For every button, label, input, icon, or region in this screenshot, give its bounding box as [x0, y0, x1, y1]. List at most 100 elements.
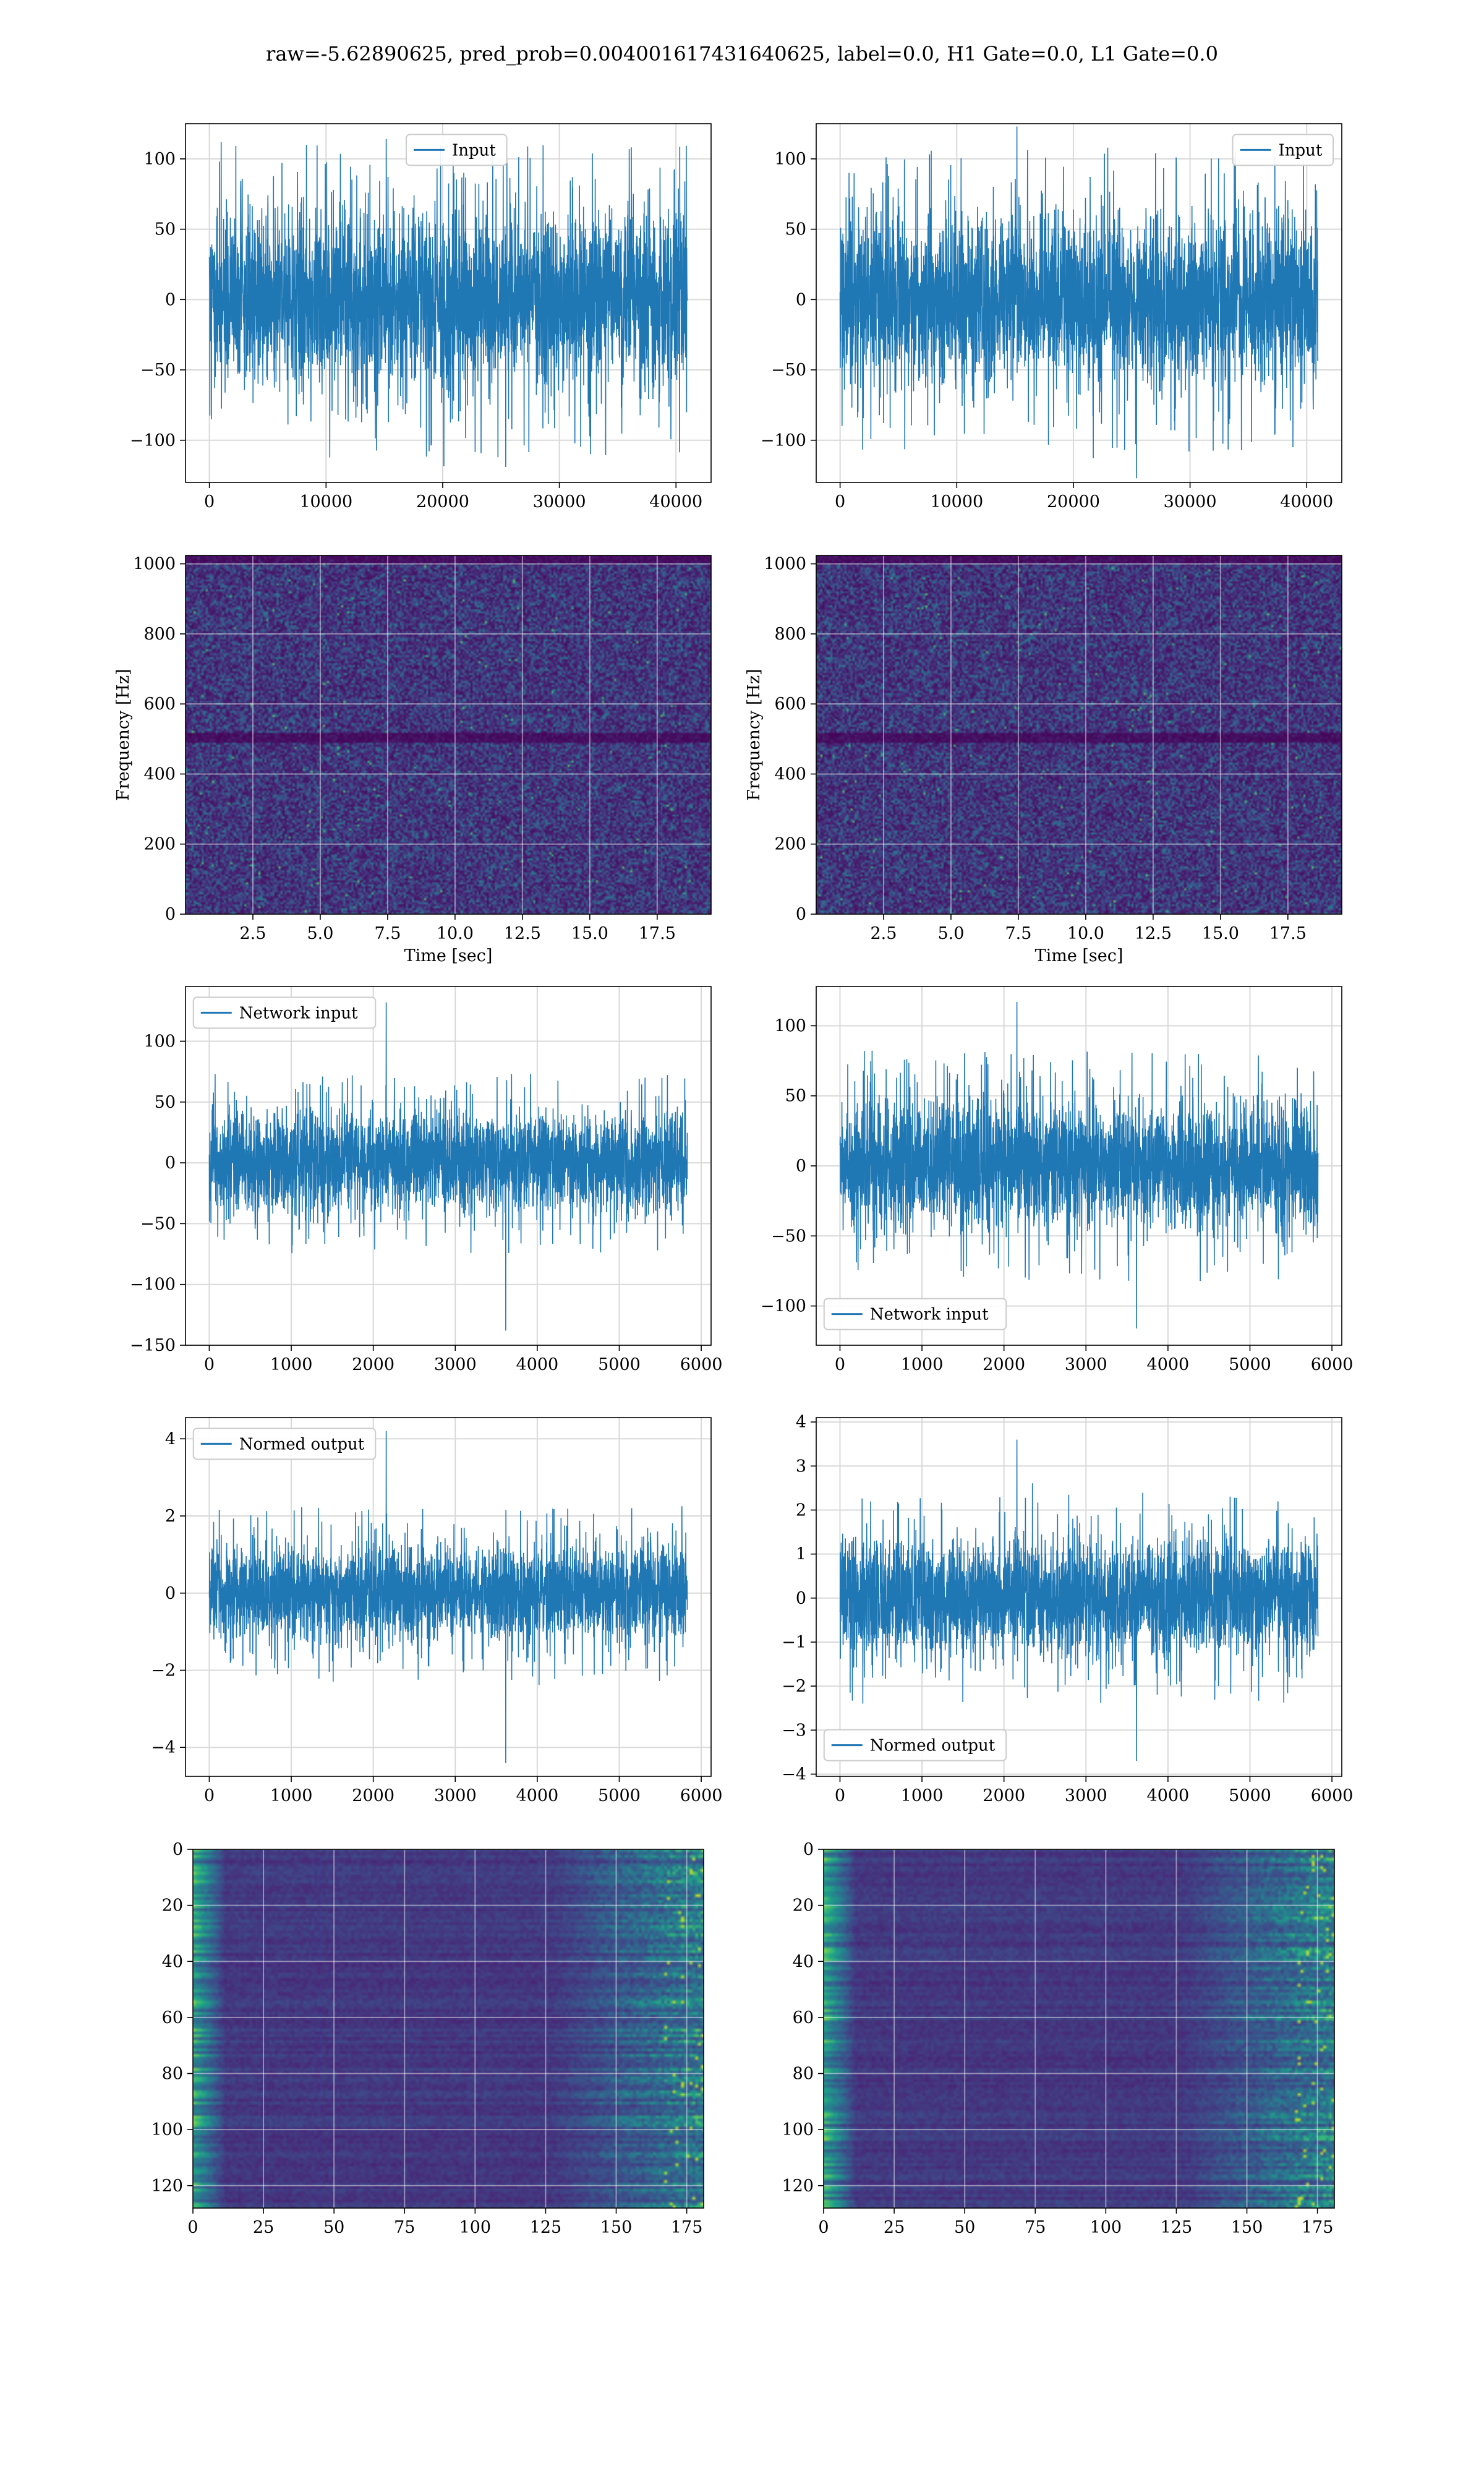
- axes-frame: [185, 123, 712, 483]
- series-line: [839, 1001, 1319, 1329]
- legend: Network input: [192, 996, 377, 1029]
- y-tick-label: 800: [774, 625, 806, 644]
- x-tick-label: 3000: [434, 1355, 477, 1374]
- y-tick-label: 1000: [764, 555, 806, 574]
- y-tick-label: 0: [796, 1589, 806, 1608]
- x-tick-label: 175: [1302, 2218, 1334, 2237]
- x-axis-label: Time [sec]: [404, 946, 493, 965]
- x-tick-label: 3000: [1065, 1786, 1107, 1805]
- x-tick-label: 5.0: [937, 924, 964, 943]
- x-tick-label: 1000: [901, 1355, 944, 1374]
- x-tick-label: 0: [204, 1355, 215, 1374]
- axes-frame: [185, 1417, 712, 1777]
- subplot-3: 2.5 5.0 7.5 10.0 12.5 15.0 17.5 0 200 400 600 800 10…: [114, 555, 712, 965]
- y-tick-label: 1000: [133, 555, 176, 574]
- x-axis-label: Time [sec]: [1035, 946, 1124, 965]
- x-tick-label: 150: [1231, 2218, 1263, 2237]
- y-tick-label: 120: [782, 2177, 814, 2196]
- subplot-4: 2.5 5.0 7.5 10.0 12.5 15.0 17.5 0 200 400 600 800 10…: [744, 555, 1342, 965]
- legend-label: Input: [452, 141, 496, 160]
- axes-frame: [185, 986, 712, 1346]
- legend: Input: [1232, 134, 1334, 166]
- x-tick-label: 2000: [352, 1355, 394, 1374]
- y-tick-label: 400: [143, 764, 176, 784]
- x-tick-label: 2000: [983, 1786, 1025, 1805]
- x-tick-label: 4000: [516, 1355, 559, 1374]
- y-tick-label: 0: [173, 1840, 183, 1859]
- legend-label: Normed output: [239, 1435, 365, 1453]
- x-tick-label: 6000: [680, 1786, 723, 1805]
- axes-frame: [192, 1849, 704, 2209]
- x-tick-label: 100: [459, 2218, 492, 2237]
- x-tick-label: 50: [323, 2218, 344, 2237]
- y-tick-label: 200: [774, 835, 806, 854]
- y-tick-label: −2: [151, 1661, 176, 1680]
- x-tick-label: 30000: [1164, 492, 1217, 511]
- x-tick-label: 5.0: [307, 924, 333, 943]
- y-tick-label: 800: [143, 625, 176, 644]
- y-tick-label: −50: [140, 1214, 176, 1233]
- series-line: [208, 1002, 688, 1331]
- series-line: [839, 126, 1319, 479]
- y-tick-label: 0: [165, 290, 176, 309]
- figure-title: raw=-5.62890625, pred_prob=0.00400161743…: [266, 42, 1218, 66]
- y-tick-label: 0: [165, 1154, 176, 1173]
- subplot-10: 0 25 50 75 100 125 150 175 0 20 40 60 80 100 120: [782, 1840, 1335, 2237]
- x-tick-label: 1000: [270, 1786, 313, 1805]
- y-tick-label: 20: [162, 1896, 183, 1915]
- y-tick-label: 50: [155, 220, 176, 239]
- y-tick-label: 120: [151, 2177, 183, 2196]
- y-tick-label: −100: [761, 1297, 806, 1316]
- axes-frame: [816, 1417, 1342, 1777]
- y-tick-label: 100: [143, 150, 176, 169]
- x-tick-label: 75: [1025, 2218, 1046, 2237]
- series-line: [208, 139, 688, 468]
- y-tick-label: 100: [782, 2120, 814, 2139]
- x-tick-label: 10000: [299, 492, 352, 511]
- x-tick-label: 17.5: [1269, 924, 1307, 943]
- legend-label: Input: [1279, 141, 1323, 160]
- legend: Input: [406, 134, 508, 166]
- subplot-8: 0 1000 2000 3000 4000 5000 6000 −4 −3 −2 −1 0 1 2 3 4 No…: [782, 1413, 1353, 1805]
- x-tick-label: 15.0: [571, 924, 608, 943]
- axes-frame: [823, 1849, 1335, 2209]
- heatmap-image: [824, 1849, 1334, 2208]
- x-tick-label: 6000: [680, 1355, 723, 1374]
- y-tick-label: 0: [796, 290, 806, 309]
- x-tick-label: 2.5: [239, 924, 266, 943]
- x-tick-label: 6000: [1311, 1355, 1354, 1374]
- x-tick-label: 0: [204, 1786, 215, 1805]
- y-axis-label: Frequency [Hz]: [744, 669, 764, 800]
- x-tick-label: 30000: [533, 492, 586, 511]
- series-line: [839, 1439, 1319, 1761]
- x-tick-label: 5000: [598, 1786, 641, 1805]
- y-tick-label: 50: [785, 1087, 806, 1106]
- x-tick-label: 25: [253, 2218, 274, 2237]
- y-tick-label: 0: [165, 905, 176, 924]
- y-tick-label: 100: [774, 150, 806, 169]
- legend-box: [192, 1427, 377, 1460]
- x-tick-label: 4000: [1147, 1355, 1190, 1374]
- y-tick-label: 4: [796, 1413, 806, 1432]
- legend-box: [406, 134, 508, 166]
- x-tick-label: 15.0: [1202, 924, 1239, 943]
- x-tick-label: 5000: [598, 1355, 641, 1374]
- heatmap-image: [193, 1849, 704, 2208]
- x-tick-label: 125: [1161, 2218, 1193, 2237]
- y-tick-label: 200: [143, 835, 176, 854]
- x-tick-label: 175: [671, 2218, 703, 2237]
- heatmap-image: [816, 555, 1342, 914]
- x-tick-label: 7.5: [374, 924, 401, 943]
- legend: Normed output: [192, 1427, 377, 1460]
- y-tick-label: 40: [793, 1952, 814, 1971]
- y-tick-label: 0: [803, 1840, 814, 1859]
- x-tick-label: 3000: [1065, 1355, 1107, 1374]
- y-tick-label: 80: [793, 2065, 814, 2084]
- subplot-2: 0 10000 20000 30000 40000 −100 −50 0 50 100 Input: [761, 123, 1342, 511]
- legend-label: Normed output: [870, 1737, 996, 1755]
- x-tick-label: 0: [835, 1355, 845, 1374]
- x-tick-label: 50: [954, 2218, 975, 2237]
- y-tick-label: −50: [771, 1226, 806, 1246]
- x-tick-label: 75: [394, 2218, 415, 2237]
- y-tick-label: −50: [771, 361, 806, 380]
